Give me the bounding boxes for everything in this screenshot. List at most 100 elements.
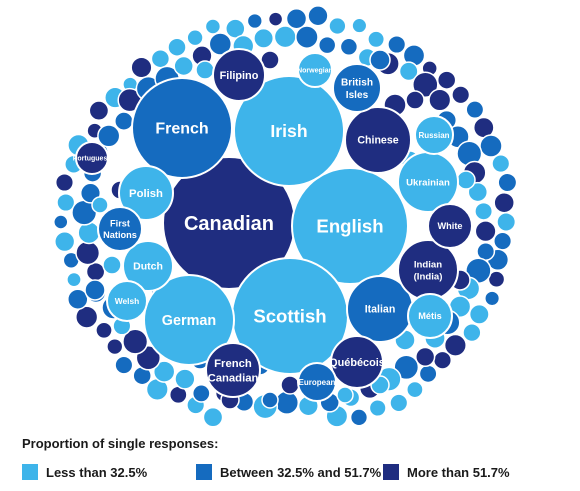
legend-swatch-high [383,464,399,480]
bubble-label: Chinese [357,135,398,147]
bubble-polish: Polish [118,165,174,221]
filler-bubble [496,212,517,232]
bubble-circle [297,52,333,88]
filler-bubble [339,37,359,57]
bubble-russian: Russian [414,115,454,155]
bubble-quebecois: Québécois [329,335,385,389]
bubble-circle [106,280,148,322]
bubble-circle [332,63,382,113]
bubble-circle [297,362,337,402]
bubble-circle [131,77,233,179]
filler-bubble [468,303,490,325]
filler-bubble [246,12,263,30]
filler-bubble [122,328,149,355]
bubble-circle [233,75,345,187]
legend-item-low: Less than 32.5% [22,464,147,480]
bubble-circle [212,48,266,102]
legend-item-high: More than 51.7% [383,464,510,480]
filler-bubble [97,124,121,148]
filler-bubble [106,337,124,356]
filler-bubble [75,240,101,266]
legend-label-mid: Between 32.5% and 51.7% [220,464,382,480]
filler-bubble [56,192,76,213]
filler-bubble [295,25,319,49]
bubble-label: Scottish [253,306,326,327]
filler-bubble [317,35,337,55]
filler-bubble [150,48,171,69]
filler-bubble [497,172,518,193]
filler-bubble [285,7,308,30]
filler-bubble [393,354,420,381]
bubble-label: British Isles [341,78,373,102]
bubble-label: Métis [418,311,442,321]
bubble-label: Filipino [220,70,259,82]
filler-bubble [479,134,503,158]
bubble-british-isles: British Isles [332,63,382,113]
filler-bubble [412,71,439,98]
bubble-circle [75,141,109,175]
filler-bubble [398,61,419,82]
bubble-label: Québécois [329,357,385,369]
filler-bubble [307,5,329,27]
filler-bubble [405,90,425,110]
bubble-metis: Métis [407,293,453,339]
bubble-filipino: Filipino [212,48,266,102]
legend-label-low: Less than 32.5% [46,464,148,480]
bubble-label: Canadian [184,213,274,235]
legend-item-mid: Between 32.5% and 51.7% [196,464,381,480]
bubble-label: European [299,378,336,387]
bubble-french: French [131,77,233,179]
filler-bubble [225,18,246,39]
filler-bubble [84,279,106,301]
filler-bubble [54,230,76,253]
filler-bubble [174,368,196,390]
bubble-indian-india: Indian (India) [397,239,459,301]
filler-bubble [102,255,122,275]
bubble-circle [291,167,409,285]
filler-bubble [88,100,110,121]
filler-bubble [484,290,501,307]
filler-bubble [406,380,424,399]
filler-bubble [451,85,471,105]
filler-bubble [85,261,106,282]
filler-bubble [273,25,297,49]
filler-bubble [349,408,369,427]
filler-bubble [167,37,187,57]
bubble-circle [143,274,235,366]
filler-bubble [195,60,215,80]
filler-bubble [456,170,476,190]
filler-bubble [208,32,233,56]
bubble-circle [407,293,453,339]
bubble-white: White [427,203,473,249]
bubble-label: English [316,216,383,237]
filler-bubble [467,181,489,203]
bubble-european: European [297,362,337,402]
bubble-label: First Nations [103,219,137,241]
filler-bubble [95,321,113,340]
bubble-canadian: Canadian [162,156,296,290]
filler-bubble [328,16,347,36]
legend-title: Proportion of single responses: [22,436,219,451]
filler-bubble [387,34,407,55]
filler-bubble [436,70,457,90]
bubble-label: Polish [129,188,163,200]
bubble-irish: Irish [233,75,345,187]
bubble-label: Welsh [115,296,140,306]
filler-bubble [367,30,386,49]
filler-bubble [474,220,497,243]
bubble-label: Russian [418,131,449,140]
filler-bubble [267,11,284,27]
bubble-dutch: Dutch [122,240,174,292]
legend-swatch-low [22,464,38,480]
filler-bubble [462,322,482,343]
bubble-label: French [155,121,208,138]
filler-bubble [274,390,300,415]
filler-bubble [186,29,204,47]
filler-bubble [54,172,75,193]
bubble-label: Norwegian [297,68,333,75]
bubble-label: Italian [365,304,396,316]
bubble-circle [122,240,174,292]
bubble-label: Ukrainian [406,177,450,188]
bubble-circle [427,203,473,249]
filler-bubble [191,384,211,403]
